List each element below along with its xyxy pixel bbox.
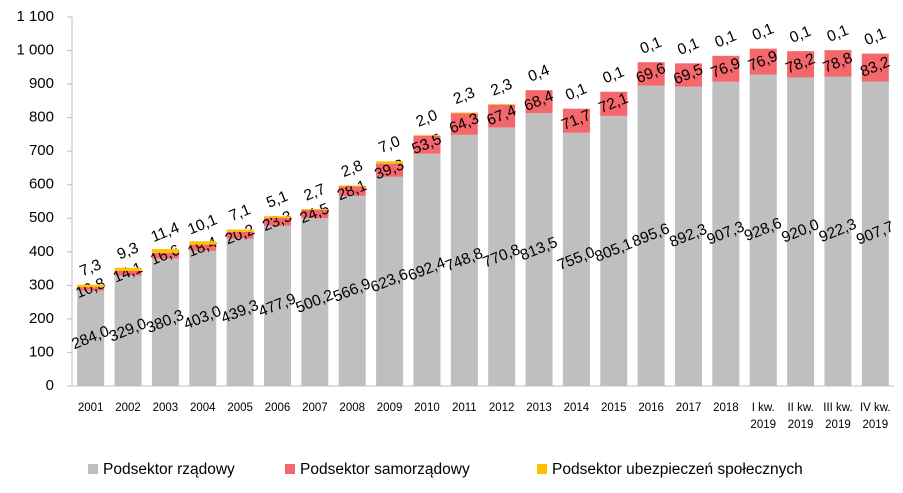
y-tick-label: 800 (29, 109, 54, 126)
x-tick-label: III kw.2019 (823, 402, 852, 431)
legend-swatch (285, 464, 295, 474)
legend-label: Podsektor samorządowy (300, 461, 470, 478)
x-tick-label: 2014 (564, 402, 590, 414)
data-label: 2,3 (451, 84, 477, 108)
x-tick-label: 2011 (452, 402, 477, 414)
x-tick-label: 2003 (153, 402, 179, 414)
data-label: 0,1 (600, 63, 626, 87)
y-tick-label: 700 (29, 142, 54, 159)
x-tick-label: 2002 (115, 402, 141, 414)
bar-segment (77, 285, 104, 287)
x-tick-label: 2017 (676, 402, 702, 414)
x-tick-label: 2008 (339, 402, 365, 414)
data-label: 0,4 (526, 62, 553, 86)
bar-segment (227, 229, 254, 231)
y-tick-label: 100 (29, 343, 54, 360)
data-label: 0,1 (862, 25, 888, 49)
data-label: 7,0 (376, 133, 403, 157)
bar-segment (264, 216, 291, 218)
data-label: 0,1 (825, 22, 851, 46)
bar-segment (189, 241, 216, 244)
data-label: 0,1 (750, 20, 776, 44)
data-label: 0,1 (638, 34, 664, 58)
x-tick-label: 2018 (713, 402, 739, 414)
data-label: 11,4 (149, 219, 183, 246)
data-label: 0,1 (563, 80, 589, 104)
y-tick-label: 1 000 (16, 42, 54, 59)
x-tick-label: I kw.2019 (750, 402, 776, 431)
legend-label: Podsektor ubezpieczeń społecznych (552, 461, 803, 478)
data-label: 0,1 (713, 28, 739, 52)
x-tick-label: 2010 (414, 402, 440, 414)
data-label: 10,1 (185, 211, 219, 238)
legend-swatch (88, 464, 98, 474)
y-tick-label: 900 (29, 75, 54, 92)
data-label: 2,3 (488, 76, 514, 100)
x-tick-label: 2005 (227, 402, 253, 414)
y-tick-label: 600 (29, 176, 54, 193)
x-tick-label: 2016 (638, 402, 664, 414)
data-label: 0,1 (675, 35, 701, 59)
bar-segment (339, 185, 366, 186)
y-tick-label: 500 (29, 209, 54, 226)
bar-segment (488, 104, 515, 105)
y-tick-label: 0 (46, 377, 54, 394)
bar-segment (451, 112, 478, 113)
bar-segment (115, 268, 142, 271)
x-tick-label: 2007 (302, 402, 328, 414)
x-tick-label: IV kw.2019 (860, 402, 891, 431)
legend-label: Podsektor rządowy (103, 461, 235, 478)
x-tick-label: 2001 (78, 402, 104, 414)
x-tick-label: 2004 (190, 402, 216, 414)
x-tick-label: 2015 (601, 402, 627, 414)
x-tick-label: 2006 (265, 402, 291, 414)
y-tick-label: 300 (29, 276, 54, 293)
x-tick-label: 2009 (377, 402, 403, 414)
x-tick-label: II kw.2019 (787, 402, 813, 431)
x-tick-label: 2012 (489, 402, 515, 414)
y-tick-label: 200 (29, 310, 54, 327)
bar-segment (413, 135, 440, 136)
bar-segment (152, 249, 179, 253)
legend-swatch (537, 464, 547, 474)
data-label: 0,1 (787, 23, 813, 47)
bar-segment (301, 209, 328, 210)
data-label: 2,0 (414, 107, 441, 131)
bar-segment (376, 161, 403, 163)
y-tick-label: 1 100 (16, 8, 54, 25)
y-tick-label: 400 (29, 243, 54, 260)
x-tick-label: 2013 (526, 402, 552, 414)
